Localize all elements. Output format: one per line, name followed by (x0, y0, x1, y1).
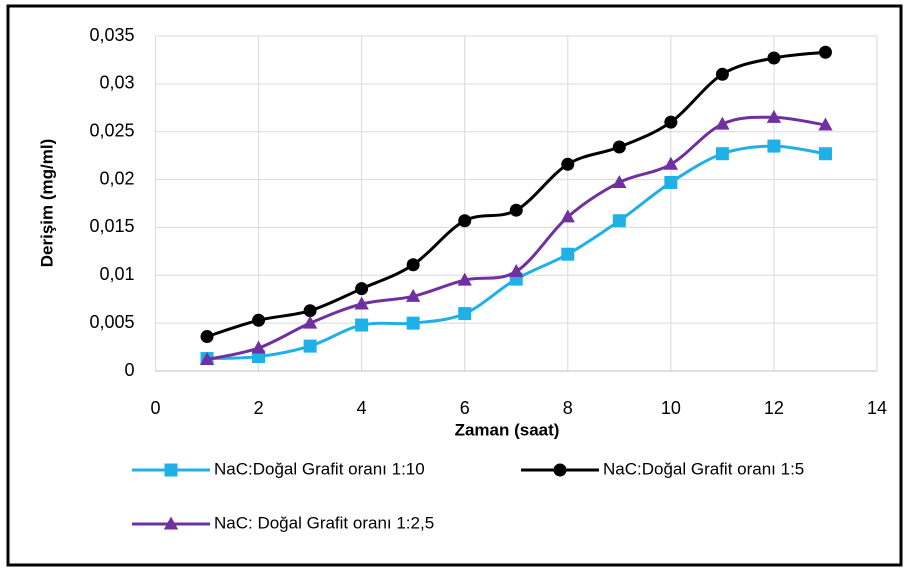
data-point (252, 313, 266, 327)
data-point (251, 340, 266, 354)
data-point (767, 51, 781, 65)
data-point (406, 316, 420, 330)
data-point (561, 247, 575, 261)
data-point (303, 339, 317, 353)
data-point (303, 304, 317, 318)
y-tick-label: 0,03 (99, 73, 134, 93)
data-point (200, 330, 214, 344)
data-point (612, 140, 626, 154)
legend-text: NaC: Doğal Grafit oranı 1:2,5 (214, 513, 434, 532)
data-point (406, 288, 421, 302)
data-point (715, 147, 729, 161)
data-point (560, 209, 575, 223)
x-tick-label: 0 (150, 398, 160, 418)
chart-border (6, 4, 903, 567)
legend-text: NaC:Doğal Grafit oranı 1:5 (603, 459, 804, 478)
data-point (458, 214, 472, 228)
legend-marker (553, 463, 567, 477)
data-point (406, 258, 420, 272)
data-point (715, 67, 729, 81)
data-point (509, 263, 524, 277)
data-point (818, 147, 832, 161)
data-point (355, 318, 369, 332)
data-point (612, 174, 627, 188)
data-point (509, 203, 523, 217)
y-axis-title: Derişim (mg/ml) (37, 139, 56, 267)
data-point (663, 156, 679, 170)
y-tick-label: 0,01 (99, 264, 134, 284)
data-point (612, 214, 626, 228)
y-tick-label: 0,005 (89, 312, 134, 332)
y-tick-label: 0,015 (89, 216, 134, 236)
data-point (199, 352, 215, 366)
data-point (715, 116, 730, 130)
data-point (766, 109, 782, 123)
data-point (818, 45, 832, 59)
data-point (664, 175, 678, 189)
data-point (302, 315, 318, 329)
legend-marker (163, 516, 179, 530)
y-tick-label: 0,035 (89, 25, 134, 45)
x-tick-label: 10 (661, 398, 681, 418)
data-point (355, 282, 369, 296)
x-axis-title: Zaman (saat) (455, 420, 560, 439)
x-tick-label: 2 (254, 398, 264, 418)
data-point (767, 139, 781, 153)
x-tick-label: 4 (357, 398, 367, 418)
x-tick-label: 6 (460, 398, 470, 418)
x-tick-label: 14 (867, 398, 887, 418)
data-point (458, 307, 472, 321)
y-tick-label: 0,02 (99, 168, 134, 188)
data-point (664, 115, 678, 129)
data-point (354, 296, 369, 310)
y-tick-label: 0 (124, 360, 134, 380)
y-tick-label: 0,025 (89, 120, 134, 140)
x-tick-label: 12 (764, 398, 784, 418)
data-point (818, 117, 833, 131)
data-point (457, 272, 472, 286)
legend-text: NaC:Doğal Grafit oranı 1:10 (214, 459, 425, 478)
legend-marker (164, 463, 178, 477)
x-tick-label: 8 (563, 398, 573, 418)
data-point (561, 157, 575, 171)
